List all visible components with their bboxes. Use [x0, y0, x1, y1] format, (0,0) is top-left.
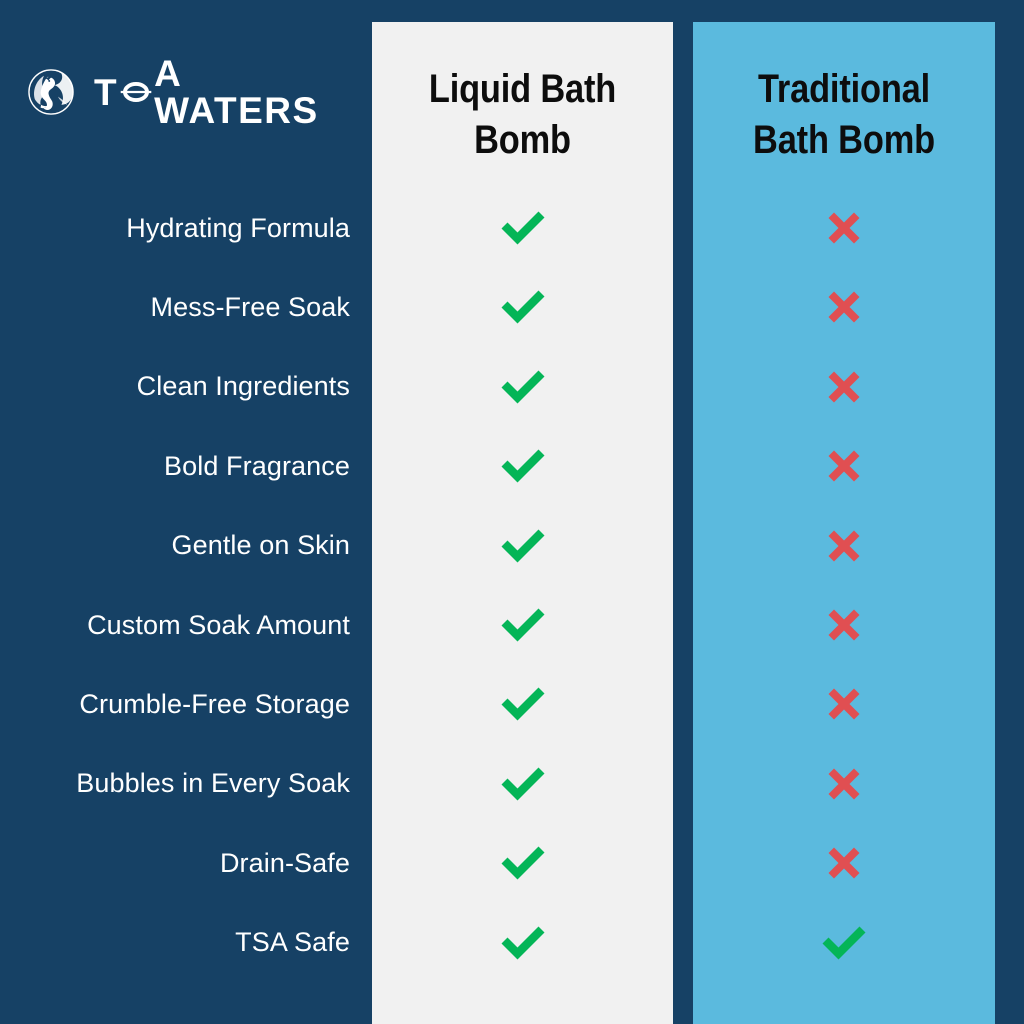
checkmark-icon: [496, 439, 550, 493]
table-row: Bubbles in Every Soak: [0, 755, 1024, 813]
wordmark-stylized-o-icon: [119, 75, 153, 109]
checkmark-icon: [496, 360, 550, 414]
cell-liquid-bath-bomb: [372, 358, 673, 416]
cell-traditional-bath-bomb: [693, 199, 995, 257]
table-row: Clean Ingredients: [0, 358, 1024, 416]
cell-traditional-bath-bomb: [693, 437, 995, 495]
feature-label: Clean Ingredients: [136, 371, 350, 402]
feature-label: TSA Safe: [235, 927, 350, 958]
checkmark-icon: [496, 836, 550, 890]
cross-icon: [824, 367, 864, 407]
cross-icon: [824, 526, 864, 566]
brand-logo: T A WATERS: [22, 55, 352, 129]
cell-liquid-bath-bomb: [372, 914, 673, 972]
checkmark-icon: [496, 201, 550, 255]
cell-liquid-bath-bomb: [372, 278, 673, 336]
table-row: Custom Soak Amount: [0, 596, 1024, 654]
feature-label: Bold Fragrance: [164, 450, 350, 481]
cross-icon: [824, 446, 864, 486]
cross-icon: [824, 764, 864, 804]
table-row: Gentle on Skin: [0, 517, 1024, 575]
column-header-line-1: Liquid Bath: [428, 67, 617, 111]
table-row: Drain-Safe: [0, 834, 1024, 892]
column-header-line-2: Bomb: [474, 118, 571, 163]
checkmark-icon: [496, 916, 550, 970]
cell-traditional-bath-bomb: [693, 755, 995, 813]
column-panel-liquid-bath-bomb: Liquid Bath Bomb: [372, 22, 673, 1024]
brand-wordmark: T A WATERS: [94, 55, 352, 129]
cross-icon: [824, 843, 864, 883]
cross-icon: [824, 684, 864, 724]
feature-label: Crumble-Free Storage: [79, 688, 350, 719]
wordmark-part-1: T: [94, 71, 119, 113]
cross-icon: [824, 208, 864, 248]
cell-traditional-bath-bomb: [693, 278, 995, 336]
feature-label: Custom Soak Amount: [87, 609, 350, 640]
checkmark-icon: [496, 519, 550, 573]
column-header-line-2: Bath Bomb: [753, 118, 935, 163]
table-row: Bold Fragrance: [0, 437, 1024, 495]
checkmark-icon: [496, 677, 550, 731]
feature-label: Bubbles in Every Soak: [76, 768, 350, 799]
cross-icon: [824, 605, 864, 645]
toa-waters-wave-seahorse-emblem-icon: [22, 63, 80, 121]
table-row: Hydrating Formula: [0, 199, 1024, 257]
cell-liquid-bath-bomb: [372, 675, 673, 733]
feature-label: Drain-Safe: [219, 847, 350, 878]
wordmark-part-2: A WATERS: [154, 53, 319, 131]
column-header-line-1: Traditional: [757, 67, 931, 111]
cell-traditional-bath-bomb: [693, 834, 995, 892]
checkmark-icon: [496, 757, 550, 811]
feature-label: Gentle on Skin: [171, 530, 350, 561]
cell-liquid-bath-bomb: [372, 517, 673, 575]
cell-traditional-bath-bomb: [693, 914, 995, 972]
feature-label: Mess-Free Soak: [150, 291, 350, 322]
cell-liquid-bath-bomb: [372, 437, 673, 495]
cross-icon: [824, 287, 864, 327]
column-header-traditional-bath-bomb: Traditional Bath Bomb: [714, 64, 974, 166]
cell-traditional-bath-bomb: [693, 517, 995, 575]
cell-traditional-bath-bomb: [693, 596, 995, 654]
cell-traditional-bath-bomb: [693, 675, 995, 733]
column-header-liquid-bath-bomb: Liquid Bath Bomb: [393, 64, 652, 166]
cell-liquid-bath-bomb: [372, 834, 673, 892]
cell-liquid-bath-bomb: [372, 755, 673, 813]
checkmark-icon: [496, 280, 550, 334]
cell-liquid-bath-bomb: [372, 596, 673, 654]
column-panel-traditional-bath-bomb: Traditional Bath Bomb: [693, 22, 995, 1024]
table-row: TSA Safe: [0, 914, 1024, 972]
cell-liquid-bath-bomb: [372, 199, 673, 257]
cell-traditional-bath-bomb: [693, 358, 995, 416]
table-row: Crumble-Free Storage: [0, 675, 1024, 733]
checkmark-icon: [817, 916, 871, 970]
checkmark-icon: [496, 598, 550, 652]
table-row: Mess-Free Soak: [0, 278, 1024, 336]
feature-label: Hydrating Formula: [126, 212, 350, 243]
